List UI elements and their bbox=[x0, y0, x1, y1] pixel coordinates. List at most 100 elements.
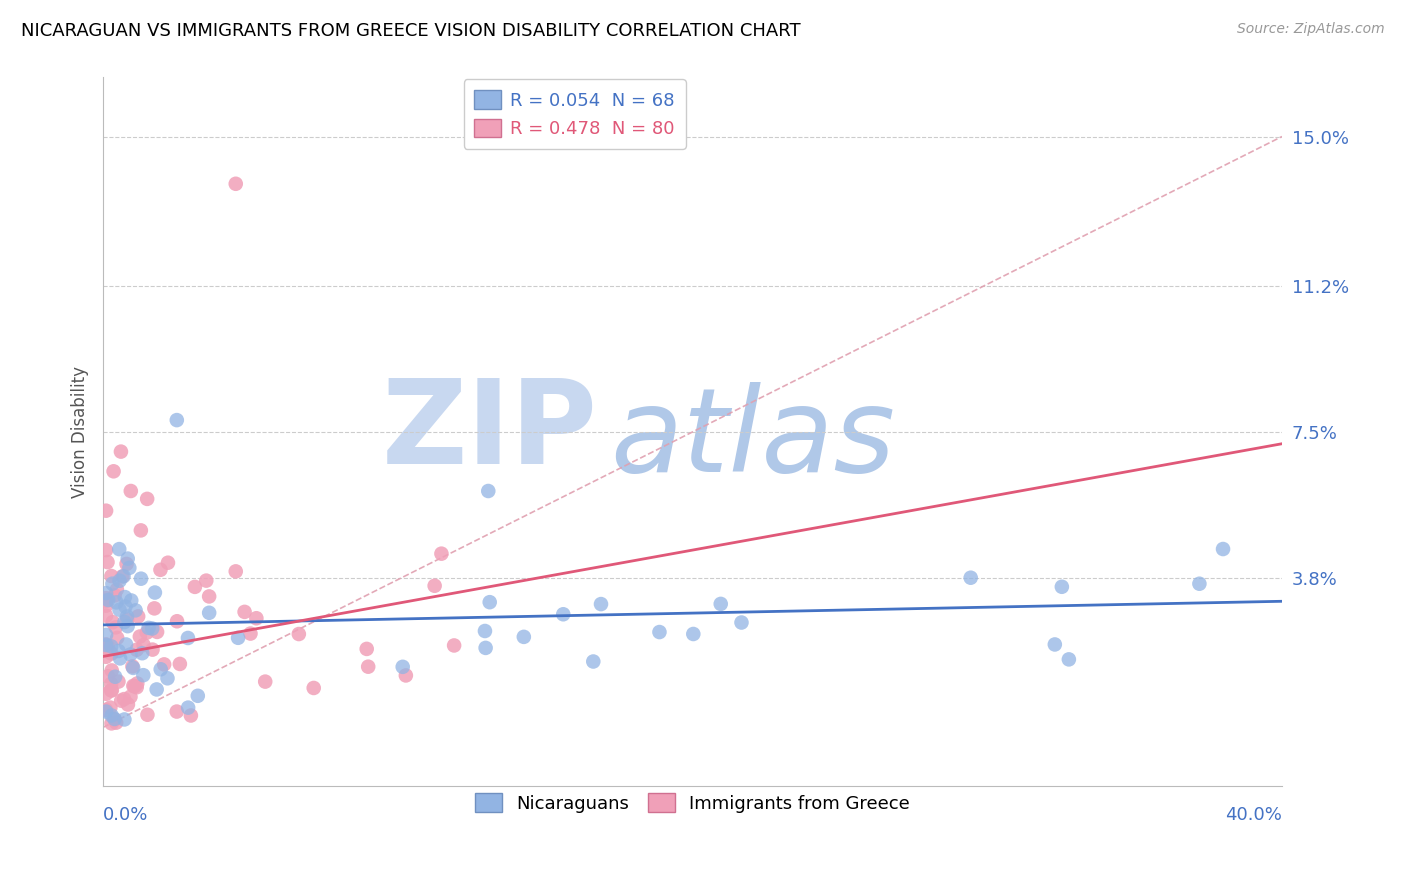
Point bbox=[129, 572, 152, 586]
Point bbox=[110, 694, 132, 708]
Point bbox=[149, 662, 172, 676]
Point bbox=[112, 569, 135, 583]
Point bbox=[100, 683, 122, 698]
Point bbox=[105, 715, 128, 730]
Point bbox=[124, 603, 146, 617]
Legend: Nicaraguans, Immigrants from Greece: Nicaraguans, Immigrants from Greece bbox=[468, 786, 917, 820]
Point bbox=[101, 576, 124, 591]
Point bbox=[120, 483, 142, 498]
Point bbox=[187, 689, 209, 703]
Point bbox=[122, 661, 145, 675]
Point bbox=[143, 585, 166, 599]
Point bbox=[100, 716, 122, 731]
Point bbox=[100, 640, 122, 654]
Point bbox=[104, 670, 127, 684]
Point bbox=[104, 589, 127, 603]
Point bbox=[198, 606, 221, 620]
Point bbox=[254, 674, 277, 689]
Point bbox=[120, 648, 142, 662]
Point bbox=[114, 615, 136, 629]
Point bbox=[710, 597, 733, 611]
Point bbox=[1050, 580, 1073, 594]
Text: NICARAGUAN VS IMMIGRANTS FROM GREECE VISION DISABILITY CORRELATION CHART: NICARAGUAN VS IMMIGRANTS FROM GREECE VIS… bbox=[21, 22, 800, 40]
Point bbox=[132, 638, 155, 652]
Point bbox=[100, 569, 122, 583]
Point bbox=[112, 692, 135, 706]
Text: Source: ZipAtlas.com: Source: ZipAtlas.com bbox=[1237, 22, 1385, 37]
Point bbox=[105, 631, 128, 645]
Point bbox=[513, 630, 536, 644]
Point bbox=[730, 615, 752, 630]
Point bbox=[169, 657, 191, 671]
Point bbox=[107, 644, 129, 658]
Text: ZIP: ZIP bbox=[382, 375, 598, 490]
Point bbox=[94, 703, 117, 717]
Point bbox=[156, 556, 179, 570]
Point bbox=[100, 647, 122, 661]
Point bbox=[100, 677, 122, 691]
Point bbox=[107, 674, 129, 689]
Point bbox=[136, 491, 159, 506]
Point bbox=[430, 547, 453, 561]
Point bbox=[477, 483, 499, 498]
Point bbox=[94, 586, 117, 600]
Point bbox=[103, 712, 125, 726]
Point bbox=[105, 595, 128, 609]
Point bbox=[423, 579, 446, 593]
Point bbox=[124, 679, 146, 693]
Point bbox=[156, 671, 179, 685]
Point bbox=[97, 669, 120, 683]
Point bbox=[184, 580, 207, 594]
Point bbox=[94, 637, 117, 651]
Point bbox=[103, 464, 125, 478]
Point bbox=[149, 563, 172, 577]
Point bbox=[101, 683, 124, 698]
Point bbox=[143, 601, 166, 615]
Point bbox=[302, 681, 325, 695]
Point bbox=[114, 599, 136, 614]
Point bbox=[108, 542, 131, 557]
Point bbox=[120, 690, 142, 704]
Point bbox=[177, 700, 200, 714]
Point bbox=[135, 625, 157, 640]
Point bbox=[114, 590, 136, 604]
Point bbox=[1057, 652, 1080, 666]
Point bbox=[356, 641, 378, 656]
Point bbox=[115, 613, 138, 627]
Point bbox=[589, 597, 612, 611]
Point bbox=[233, 605, 256, 619]
Point bbox=[582, 655, 605, 669]
Point bbox=[94, 608, 117, 623]
Point bbox=[226, 631, 249, 645]
Point bbox=[117, 619, 139, 633]
Point bbox=[153, 657, 176, 672]
Point bbox=[474, 624, 496, 638]
Point bbox=[195, 574, 218, 588]
Point bbox=[125, 680, 148, 694]
Point bbox=[1212, 542, 1234, 557]
Point bbox=[94, 591, 117, 606]
Point bbox=[648, 625, 671, 640]
Point bbox=[103, 713, 125, 727]
Point bbox=[94, 543, 117, 558]
Point bbox=[122, 679, 145, 693]
Point bbox=[94, 705, 117, 719]
Point bbox=[94, 649, 117, 664]
Point bbox=[166, 413, 188, 427]
Point bbox=[100, 708, 122, 723]
Point bbox=[127, 676, 149, 690]
Point bbox=[357, 659, 380, 673]
Point bbox=[111, 569, 134, 583]
Point bbox=[145, 682, 167, 697]
Point bbox=[131, 646, 153, 660]
Point bbox=[391, 660, 413, 674]
Point bbox=[478, 595, 501, 609]
Point bbox=[225, 177, 247, 191]
Point bbox=[100, 700, 122, 714]
Point bbox=[225, 565, 247, 579]
Point bbox=[288, 627, 311, 641]
Point bbox=[112, 713, 135, 727]
Point bbox=[132, 668, 155, 682]
Point bbox=[136, 707, 159, 722]
Point bbox=[94, 639, 117, 653]
